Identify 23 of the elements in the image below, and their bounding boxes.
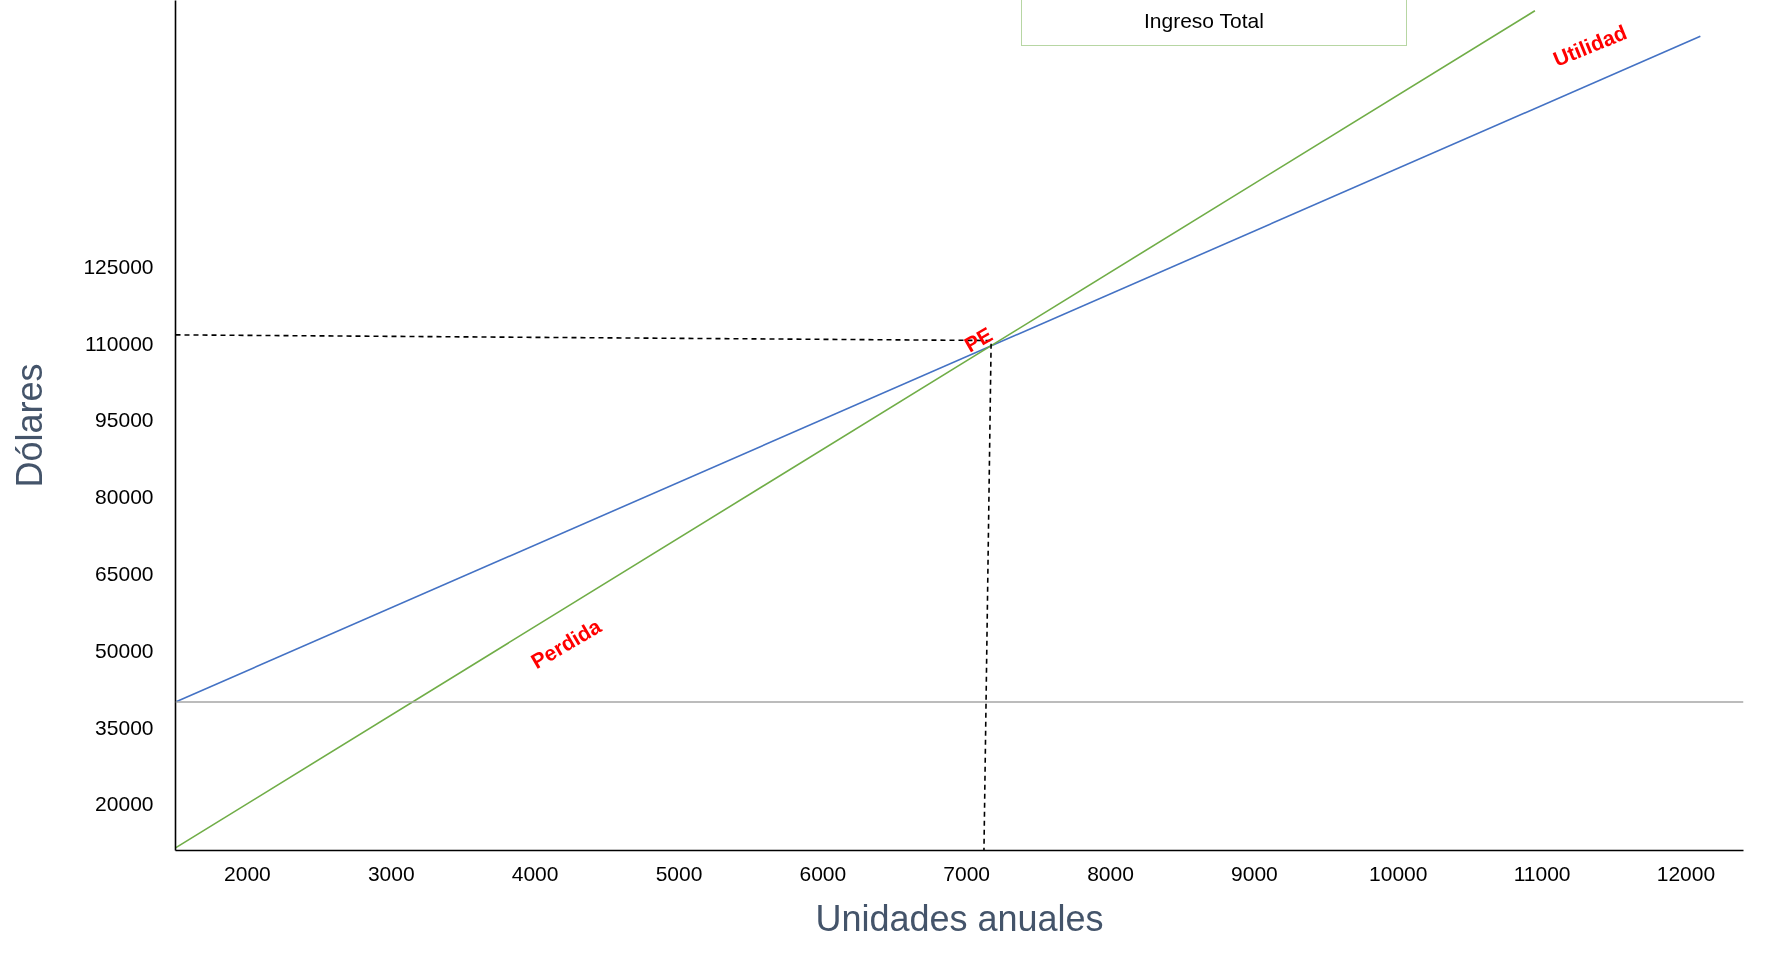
x-tick-label: 12000 xyxy=(1656,861,1716,885)
y-tick-label: 110000 xyxy=(84,331,154,355)
x-tick-label: 11000 xyxy=(1513,861,1571,885)
x-tick-label: 3000 xyxy=(367,861,415,885)
x-tick-label: 9000 xyxy=(1231,861,1278,885)
y-tick-label: 95000 xyxy=(95,408,154,432)
y-tick-label: 50000 xyxy=(95,638,154,662)
y-tick-label: 125000 xyxy=(83,254,154,278)
y-tick-label: 35000 xyxy=(95,715,154,739)
x-tick-label: 8000 xyxy=(1087,861,1134,885)
x-tick-label: 5000 xyxy=(655,861,703,885)
x-tick-label: 7000 xyxy=(943,861,991,885)
x-tick-label: 2000 xyxy=(224,861,271,885)
annotation: PE xyxy=(960,322,997,357)
y-tick-label: 20000 xyxy=(95,792,154,816)
x-tick-label: 4000 xyxy=(511,861,559,885)
x-tick-label: 6000 xyxy=(799,861,847,885)
text: Ingreso Total xyxy=(1144,9,1265,33)
y-axis-title: Dólares xyxy=(9,363,51,488)
x-tick-label: 10000 xyxy=(1369,861,1428,885)
x-axis-title: Unidades anuales xyxy=(815,897,1104,939)
y-tick-label: 80000 xyxy=(95,485,154,509)
y-tick-label: 65000 xyxy=(95,561,154,585)
